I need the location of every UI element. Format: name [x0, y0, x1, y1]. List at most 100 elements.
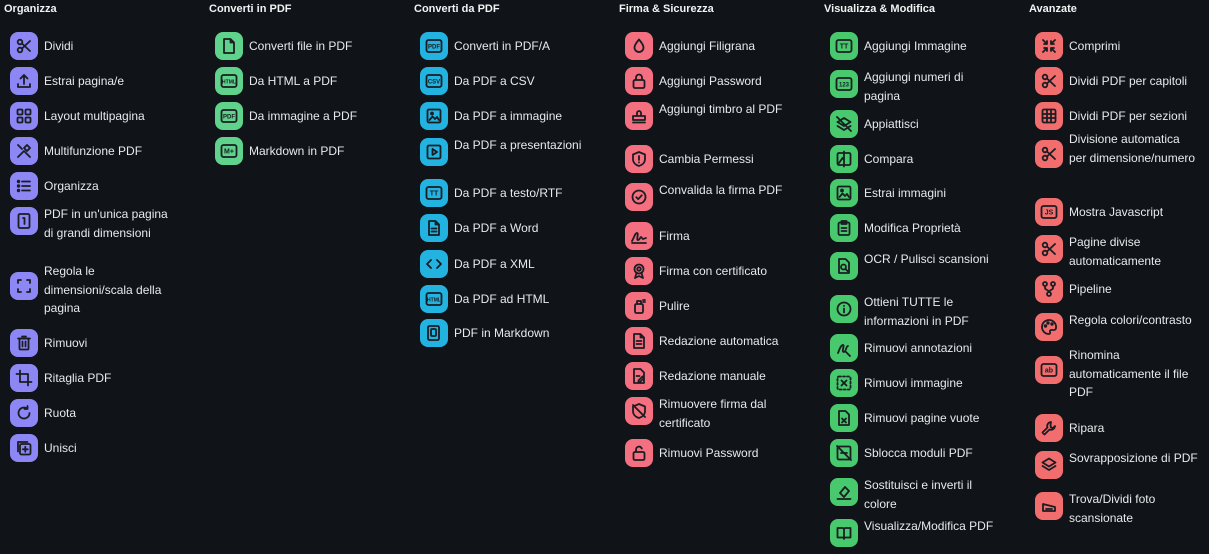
tool-label: Ruota	[44, 406, 77, 420]
svg-text:TT: TT	[840, 43, 849, 50]
word-icon	[420, 214, 448, 242]
tool-label: Unisci	[44, 441, 77, 455]
svg-text:PDF: PDF	[428, 44, 440, 50]
column-title: Converti in PDF	[209, 3, 292, 15]
column-title: Organizza	[4, 3, 57, 15]
remove-blank-icon	[830, 404, 858, 432]
tool-label: Da HTML a PDF	[249, 74, 338, 88]
fullscreen-icon	[10, 272, 38, 300]
tool-label: Markdown in PDF	[249, 144, 345, 158]
trash-icon	[10, 329, 38, 357]
tool-label: Da PDF a presentazioni	[454, 138, 582, 152]
unlock-icon	[625, 439, 653, 467]
numbers-icon: 123	[830, 70, 858, 98]
remove-image-icon	[830, 369, 858, 397]
table-icon	[1035, 102, 1063, 130]
svg-text:123: 123	[839, 82, 850, 88]
tool-label: Rimuovi immagine	[864, 376, 963, 390]
tool-label: Rimuovi pagine vuote	[864, 411, 980, 425]
tool-label: Converti in PDF/A	[454, 39, 551, 53]
tool-label: Ottieni TUTTE le informazioni in PDF	[864, 295, 969, 328]
tool-label: Trova/Dividi foto scansionate	[1069, 492, 1156, 525]
tool-label: Layout multipagina	[44, 109, 145, 123]
tool-label: PDF in un'unica pagina di grandi dimensi…	[44, 207, 168, 240]
tool-label: Da PDF a XML	[454, 257, 535, 271]
tool-label: Aggiungi timbro al PDF	[659, 102, 783, 116]
tool-label: Convalida la firma PDF	[659, 183, 783, 197]
format-color-icon	[830, 478, 858, 506]
tool-label: Da PDF a testo/RTF	[454, 186, 563, 200]
file-icon	[215, 32, 243, 60]
scissors-icon	[1035, 140, 1063, 168]
ocr-icon	[830, 252, 858, 280]
clipboard-icon	[830, 214, 858, 242]
tool-label: Sostituisci e inverti il colore	[864, 478, 973, 511]
csv-icon: CSV	[420, 67, 448, 95]
tool-label: Pagine divise automaticamente	[1069, 235, 1162, 268]
tool-label: Dividi PDF per sezioni	[1069, 109, 1188, 123]
svg-text:ab: ab	[1045, 367, 1053, 374]
tool-label: Cambia Permessi	[659, 152, 754, 166]
column-title: Firma & Sicurezza	[619, 3, 714, 15]
verified-icon	[625, 183, 653, 211]
scissors-icon	[10, 32, 38, 60]
tool-label: Rinomina automaticamente il file PDF	[1069, 348, 1189, 399]
info-icon	[830, 295, 858, 323]
svg-text:CSV: CSV	[428, 79, 440, 85]
manual-redact-icon	[625, 362, 653, 390]
tool-label: Aggiungi Filigrana	[659, 39, 756, 53]
tool-label: PDF in Markdown	[454, 326, 550, 340]
tool-label: Organizza	[44, 179, 99, 193]
tool-label: Sblocca moduli PDF	[864, 446, 973, 460]
upload-icon	[10, 67, 38, 95]
annotation-icon	[830, 334, 858, 362]
tool-label: Aggiungi Password	[659, 74, 762, 88]
tool-label: Compara	[864, 152, 914, 166]
tool-label: Dividi	[44, 39, 74, 53]
signature-icon	[625, 222, 653, 250]
scissors-icon	[1035, 235, 1063, 263]
column-title: Converti da PDF	[414, 3, 500, 15]
tool-label: Rimuovere firma dal certificato	[659, 397, 767, 430]
tool-label: Converti file in PDF	[249, 39, 353, 53]
html-icon: HTML	[215, 67, 243, 95]
tool-label: Estrai immagini	[864, 186, 947, 200]
crop-icon	[10, 364, 38, 392]
tool-label: Visualizza/Modifica PDF	[864, 519, 994, 533]
svg-text:HTML: HTML	[222, 79, 236, 85]
svg-text:TT: TT	[430, 190, 439, 197]
wrench-icon	[1035, 414, 1063, 442]
javascript-icon: JS	[1035, 198, 1063, 226]
tool-label: OCR / Pulisci scansioni	[864, 252, 989, 266]
book-icon	[830, 519, 858, 547]
tool-label: Divisione automatica per dimensione/nume…	[1069, 132, 1196, 165]
layers-off-icon	[830, 110, 858, 138]
tool-label: Regola le dimensioni/scala della pagina	[44, 264, 162, 315]
svg-text:JS: JS	[1045, 209, 1054, 216]
remove-cert-icon	[625, 397, 653, 425]
tool-label: Da PDF ad HTML	[454, 292, 550, 306]
tool-label: Mostra Javascript	[1069, 205, 1164, 219]
pipeline-icon	[1035, 275, 1063, 303]
tool-label: Da PDF a immagine	[454, 109, 563, 123]
pdfa-icon: PDF	[420, 32, 448, 60]
layers-icon	[1035, 451, 1063, 479]
tool-label: Firma con certificato	[659, 264, 768, 278]
unlock-form-icon	[830, 439, 858, 467]
scissors-icon	[1035, 67, 1063, 95]
scanner-icon	[1035, 492, 1063, 520]
lock-icon	[625, 67, 653, 95]
stamp-icon	[625, 102, 653, 130]
merge-icon	[10, 434, 38, 462]
tool-label: Regola colori/contrasto	[1069, 313, 1192, 327]
grid-icon	[10, 102, 38, 130]
certificate-icon	[625, 257, 653, 285]
tool-label: Ripara	[1069, 421, 1105, 435]
tool-label: Redazione automatica	[659, 334, 779, 348]
svg-text:HTML: HTML	[427, 297, 441, 303]
tools-icon	[10, 137, 38, 165]
column-title: Avanzate	[1029, 3, 1077, 15]
palette-icon	[1035, 313, 1063, 341]
tool-label: Dividi PDF per capitoli	[1069, 74, 1188, 88]
tool-label: Ritaglia PDF	[44, 371, 112, 385]
